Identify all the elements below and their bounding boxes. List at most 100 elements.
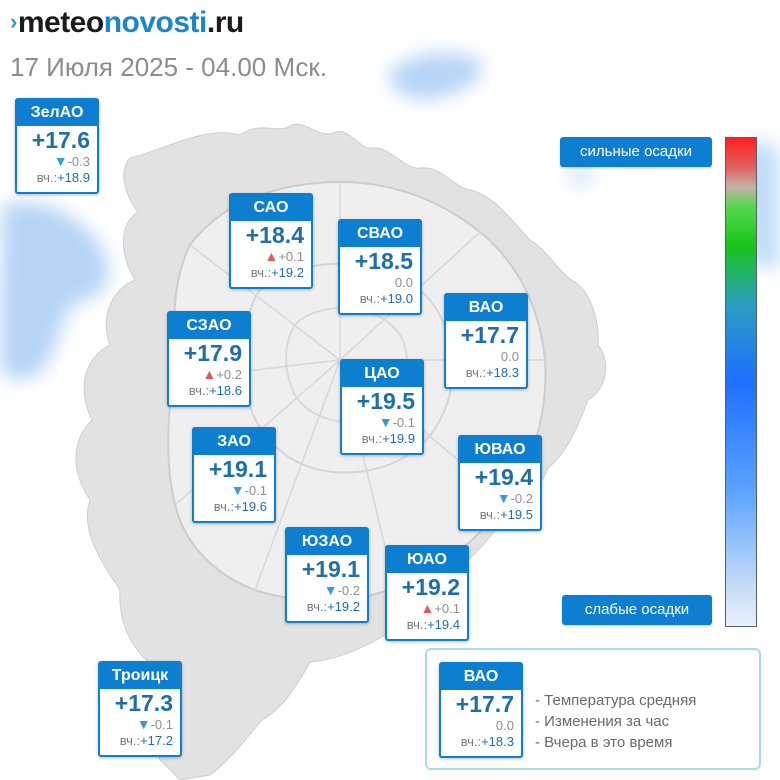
district-name: САО (231, 195, 311, 221)
district-name: ЮЗАО (287, 529, 367, 555)
district-change: ▼-0.1 (342, 414, 422, 431)
logo-mark: › (10, 9, 17, 34)
district-name: ЮВАО (460, 437, 540, 463)
down-arrow-icon: ▼ (53, 153, 68, 169)
district-card[interactable]: ЮЗАО +19.1 ▼-0.2 вч.:+19.2 (285, 527, 369, 623)
district-change: ▲+0.1 (387, 600, 467, 617)
legend-sample-temp: +17.7 (455, 691, 514, 717)
district-yesterday: вч.:+17.2 (100, 732, 180, 750)
district-change: ▲+0.1 (231, 248, 311, 265)
district-yesterday-label: вч.: (250, 265, 272, 280)
down-arrow-icon: ▼ (230, 482, 245, 498)
down-arrow-icon: ▼ (323, 582, 338, 598)
legend-sample-card: ВАО +17.7 0.0 вч.:+18.3 (439, 662, 523, 758)
district-yesterday: вч.:+19.2 (231, 264, 311, 282)
district-card[interactable]: ЮВАО +19.4 ▼-0.2 вч.:+19.5 (458, 435, 542, 531)
district-yesterday: вч.:+19.6 (194, 498, 274, 516)
legend-sample-yesterday: вч.:+18.3 (441, 733, 521, 751)
district-yesterday: вч.:+19.2 (287, 598, 367, 616)
district-yesterday: вч.:+19.9 (342, 430, 422, 448)
district-change: ▼-0.3 (17, 153, 97, 170)
district-temp: +17.6 (31, 127, 90, 153)
district-yesterday-label: вч.: (36, 170, 58, 185)
district-change: ▼-0.2 (460, 490, 540, 507)
district-yesterday-label: вч.: (188, 383, 210, 398)
site-logo[interactable]: ›meteonovosti.ru (10, 6, 244, 40)
district-card[interactable]: СВАО +18.5 0.0 вч.:+19.0 (338, 219, 422, 315)
legend-item-temperature: - Температура средняя (535, 692, 697, 709)
district-card[interactable]: Троицк +17.3 ▼-0.1 вч.:+17.2 (98, 661, 182, 757)
district-temp: +17.9 (183, 340, 242, 366)
district-yesterday-label: вч.: (479, 507, 501, 522)
district-change-value: -0.1 (150, 717, 173, 732)
district-yesterday: вч.:+19.5 (460, 506, 540, 524)
district-name: СЗАО (169, 313, 249, 339)
logo-text-part1: meteo (17, 6, 104, 39)
district-change-value: +0.1 (278, 249, 304, 264)
scale-top-label: сильные осадки (560, 137, 712, 167)
precipitation-scale-bar (725, 137, 757, 627)
district-change-value: -0.2 (510, 491, 533, 506)
district-yesterday-label: вч.: (359, 291, 381, 306)
district-card[interactable]: ЗелАО +17.6 ▼-0.3 вч.:+18.9 (15, 98, 99, 194)
district-yesterday: вч.:+19.4 (387, 616, 467, 634)
district-card[interactable]: ЗАО +19.1 ▼-0.1 вч.:+19.6 (192, 427, 276, 523)
district-temp: +19.4 (474, 464, 533, 490)
logo-text-part2: novosti (103, 6, 208, 39)
district-yesterday: вч.:+18.9 (17, 169, 97, 187)
district-change: 0.0 (340, 275, 420, 290)
district-card[interactable]: САО +18.4 ▲+0.1 вч.:+19.2 (229, 193, 313, 289)
district-change: ▼-0.1 (100, 716, 180, 733)
district-card[interactable]: ЮАО +19.2 ▲+0.1 вч.:+19.4 (385, 545, 469, 641)
district-yesterday-value: +18.6 (209, 383, 242, 398)
legend-panel: ВАО +17.7 0.0 вч.:+18.3 - Температура ср… (425, 648, 761, 770)
district-yesterday-value: +19.2 (271, 265, 304, 280)
district-yesterday-value: +19.4 (427, 617, 460, 632)
district-change-value: +0.2 (216, 367, 242, 382)
district-card[interactable]: ВАО +17.7 0.0 вч.:+18.3 (444, 293, 528, 389)
district-yesterday: вч.:+19.0 (340, 290, 420, 308)
district-yesterday: вч.:+18.3 (446, 364, 526, 382)
district-yesterday-value: +19.6 (234, 499, 267, 514)
date-time-subtitle: 17 Июля 2025 - 04.00 Мск. (10, 52, 328, 82)
district-change-value: 0.0 (500, 349, 519, 364)
down-arrow-icon: ▼ (378, 414, 393, 430)
legend-sample-yesterday-label: вч.: (460, 734, 482, 749)
precipitation-patch (0, 202, 109, 380)
district-yesterday-value: +19.2 (327, 599, 360, 614)
district-card[interactable]: ЦАО +19.5 ▼-0.1 вч.:+19.9 (340, 359, 424, 455)
district-yesterday-value: +19.9 (382, 431, 415, 446)
district-change-value: 0.0 (394, 275, 413, 290)
district-card[interactable]: СЗАО +17.9 ▲+0.2 вч.:+18.6 (167, 311, 251, 407)
up-arrow-icon: ▲ (264, 248, 279, 264)
up-arrow-icon: ▲ (420, 600, 435, 616)
district-yesterday-value: +18.3 (486, 365, 519, 380)
district-yesterday-label: вч.: (119, 733, 141, 748)
district-temp: +19.2 (401, 574, 460, 600)
down-arrow-icon: ▼ (136, 716, 151, 732)
district-yesterday-value: +19.0 (380, 291, 413, 306)
district-yesterday-value: +19.5 (500, 507, 533, 522)
precipitation-patch (388, 53, 483, 100)
district-name: ЦАО (342, 361, 422, 387)
district-temp: +19.1 (301, 556, 360, 582)
district-temp: +19.5 (356, 388, 415, 414)
district-change-value: +0.1 (434, 601, 460, 616)
legend-sample-yesterday-value: +18.3 (481, 734, 514, 749)
district-name: ВАО (446, 295, 526, 321)
district-temp: +18.4 (245, 222, 304, 248)
district-name: ЗАО (194, 429, 274, 455)
logo-text-part3: .ru (206, 6, 244, 39)
district-yesterday-label: вч.: (361, 431, 383, 446)
district-name: ЮАО (387, 547, 467, 573)
district-temp: +19.1 (208, 456, 267, 482)
district-temp: +18.5 (354, 248, 413, 274)
district-yesterday-label: вч.: (465, 365, 487, 380)
district-yesterday-label: вч.: (213, 499, 235, 514)
district-yesterday: вч.:+18.6 (169, 382, 249, 400)
district-name: СВАО (340, 221, 420, 247)
district-yesterday-value: +18.9 (57, 170, 90, 185)
precipitation-patch (566, 164, 594, 188)
down-arrow-icon: ▼ (496, 490, 511, 506)
district-yesterday-label: вч.: (406, 617, 428, 632)
